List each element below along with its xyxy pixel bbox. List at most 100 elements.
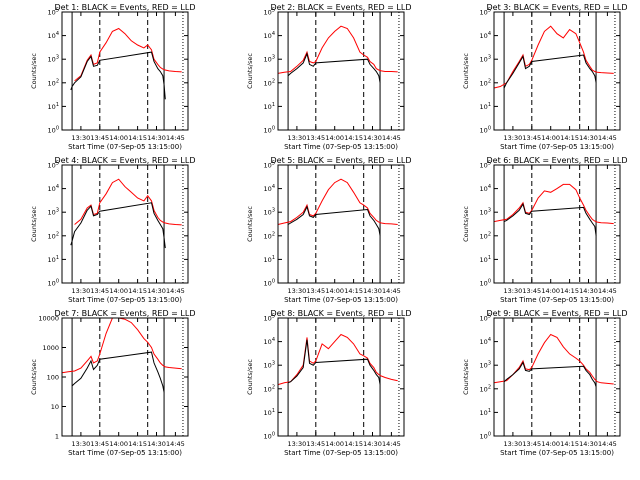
x-axis-label: Start Time (07-Sep-05 13:15:00) [68,296,182,304]
x-tick-label: 13:45 [90,440,109,448]
y-tick-label: 100 [264,279,275,288]
y-axis-label: Counts/sec [246,206,254,242]
x-axis-label: Start Time (07-Sep-05 13:15:00) [500,449,614,457]
axes-frame [61,11,189,131]
axes-frame [493,164,621,284]
x-tick-label: 14:30 [579,287,598,295]
x-tick-label: 14:15 [560,287,579,295]
x-tick-label: 14:15 [344,134,363,142]
y-tick-label: 104 [480,184,491,193]
lld-series-line [493,25,614,89]
y-tick-label: 104 [48,184,59,193]
x-tick-label: 14:45 [166,440,185,448]
y-tick-label: 101 [480,102,491,111]
y-tick-label: 103 [264,361,275,370]
x-axis-label: Start Time (07-Sep-05 13:15:00) [284,449,398,457]
x-axis-label: Start Time (07-Sep-05 13:15:00) [284,143,398,151]
y-tick-label: 103 [480,361,491,370]
y-tick-label: 100 [264,126,275,135]
x-tick-label: 14:00 [109,440,128,448]
y-tick-label: 101 [264,408,275,417]
x-tick-label: 14:45 [382,440,401,448]
x-axis-label: Start Time (07-Sep-05 13:15:00) [68,449,182,457]
events-series-line [287,205,381,236]
x-tick-label: 13:45 [306,134,325,142]
y-tick-label: 10 [51,403,59,411]
x-axis-label: Start Time (07-Sep-05 13:15:00) [284,296,398,304]
x-tick-label: 13:30 [72,287,91,295]
x-tick-label: 14:30 [147,287,166,295]
y-axis-label: Counts/sec [462,359,470,395]
panel-title: Det 4: BLACK = Events, RED = LLD [55,156,196,165]
y-tick-label: 105 [480,314,491,323]
x-tick-label: 14:15 [128,287,147,295]
y-tick-label: 102 [264,384,275,393]
y-tick-label: 1 [55,433,59,441]
y-tick-label: 102 [480,231,491,240]
events-series-line [71,351,165,393]
y-tick-label: 102 [480,384,491,393]
x-tick-label: 14:00 [109,134,128,142]
y-tick-label: 102 [264,231,275,240]
y-tick-label: 102 [480,78,491,87]
y-axis-label: Counts/sec [246,359,254,395]
panel-title: Det 1: BLACK = Events, RED = LLD [55,3,196,12]
y-tick-label: 104 [48,31,59,40]
axes-frame [493,11,621,131]
x-tick-label: 13:30 [288,287,307,295]
y-tick-label: 105 [264,161,275,170]
panel-det-7: 1 10 100 1000 10000 13:30 13:45 14:00 14:15 14:30… [30,309,195,457]
x-tick-label: 14:00 [325,287,344,295]
x-tick-label: 14:30 [363,440,382,448]
x-tick-label: 14:45 [382,134,401,142]
x-tick-label: 14:00 [541,287,560,295]
y-tick-label: 1000 [42,344,59,352]
x-tick-label: 13:30 [288,134,307,142]
x-tick-label: 14:45 [598,287,617,295]
y-tick-label: 100 [48,279,59,288]
x-axis-label: Start Time (07-Sep-05 13:15:00) [500,143,614,151]
x-tick-label: 13:30 [72,134,91,142]
x-tick-label: 13:30 [72,440,91,448]
axes-frame [61,317,189,437]
x-tick-label: 14:30 [147,134,166,142]
y-tick-label: 105 [264,8,275,17]
axes-frame [277,164,405,284]
x-tick-label: 14:30 [363,287,382,295]
x-tick-label: 14:15 [344,440,363,448]
axes-frame [277,317,405,437]
y-tick-label: 102 [48,78,59,87]
lld-series-line [493,333,614,385]
lld-series-line [61,317,182,374]
panel-title: Det 3: BLACK = Events, RED = LLD [487,3,628,12]
x-tick-label: 14:15 [344,287,363,295]
events-series-line [503,361,597,388]
x-tick-label: 14:30 [147,440,166,448]
lld-series-line [74,27,182,82]
x-tick-label: 14:00 [541,440,560,448]
x-tick-label: 14:30 [363,134,382,142]
y-axis-label: Counts/sec [30,206,38,242]
y-tick-label: 101 [48,102,59,111]
y-axis-label: Counts/sec [246,53,254,89]
x-tick-label: 14:15 [128,440,147,448]
y-tick-label: 105 [264,314,275,323]
y-tick-label: 105 [480,161,491,170]
y-axis-label: Counts/sec [462,53,470,89]
y-tick-label: 101 [480,408,491,417]
x-tick-label: 14:45 [166,287,185,295]
panel-title: Det 5: BLACK = Events, RED = LLD [271,156,412,165]
x-tick-label: 14:45 [166,134,185,142]
x-tick-label: 13:45 [306,440,325,448]
y-tick-label: 103 [264,55,275,64]
y-tick-label: 10000 [38,315,59,323]
x-tick-label: 14:00 [541,134,560,142]
x-tick-label: 13:45 [522,440,541,448]
x-tick-label: 14:45 [598,134,617,142]
